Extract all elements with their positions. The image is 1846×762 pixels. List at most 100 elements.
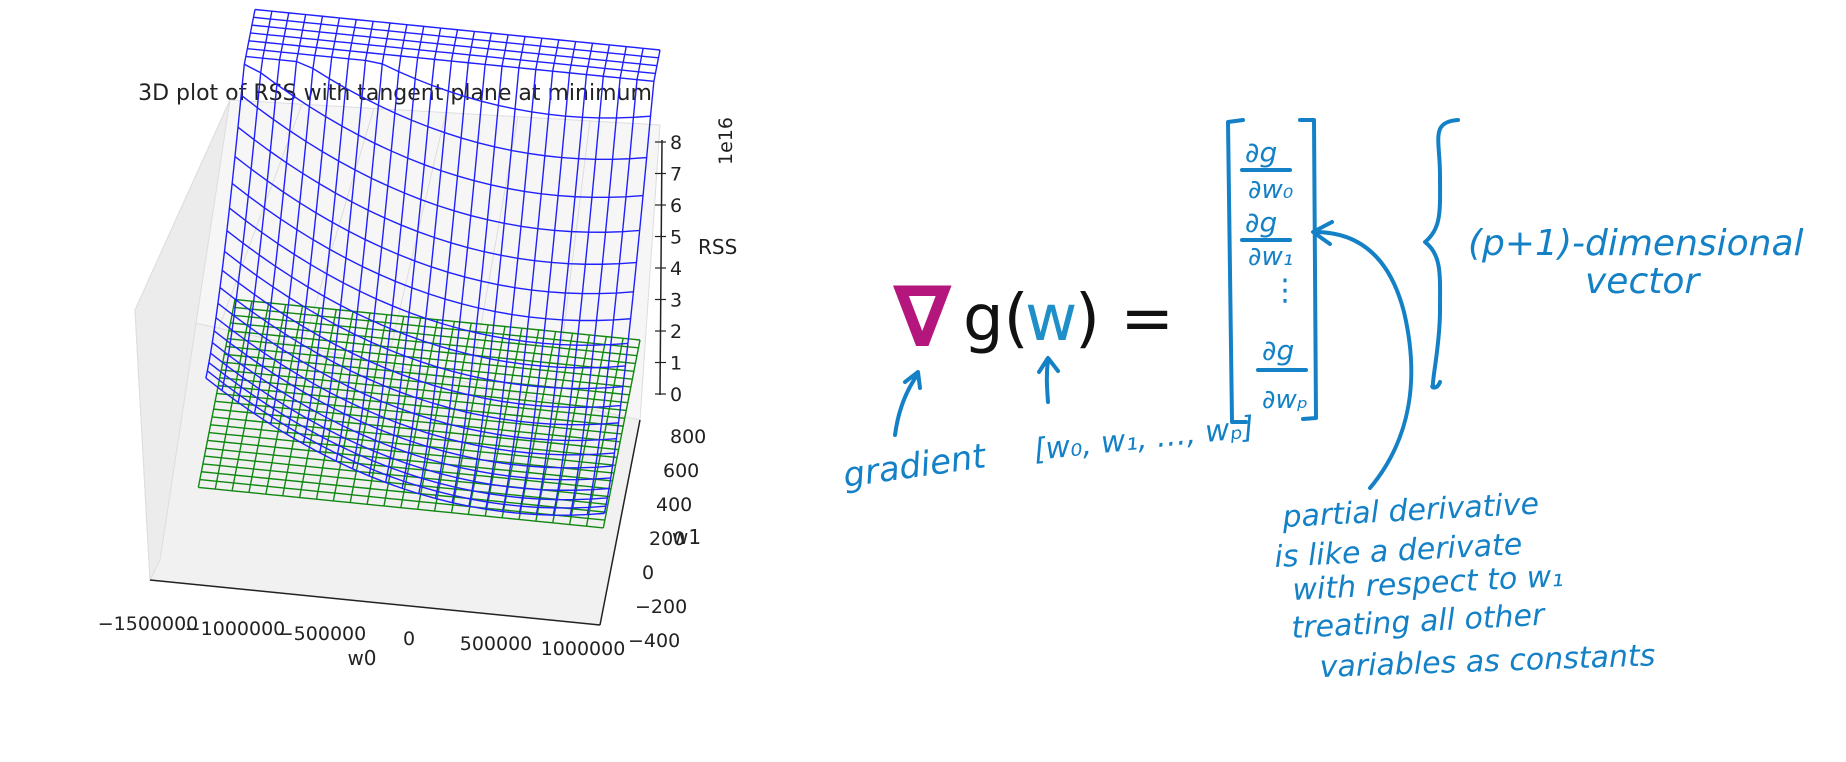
axes-panes: [134, 99, 661, 626]
plane-gridline: [207, 439, 613, 482]
x-tick-label: 0: [403, 628, 415, 650]
right-bracket: [1298, 118, 1318, 421]
chart-title: 3D plot of RSS with tangent plane at min…: [138, 81, 652, 106]
pane-gridline: [554, 119, 591, 401]
equation-g-open: g(: [963, 282, 1029, 356]
z-axis-label: RSS: [698, 235, 737, 259]
x-tick-label: 1000000: [541, 638, 626, 660]
rss-gridline: [254, 8, 661, 51]
rss-gridline: [219, 287, 619, 426]
z-tick-label: 2: [670, 321, 682, 343]
y-axis-line: [599, 419, 641, 626]
vector-dots: ⋮: [1270, 273, 1300, 308]
plane-gridline: [221, 369, 627, 412]
z-tick-label: 5: [670, 227, 682, 249]
y-tick-label: 200: [649, 528, 685, 550]
x-tick-labels: −1500000−1000000−500000 0 500000 1000000: [98, 613, 626, 660]
rss-gridline: [245, 55, 647, 161]
note-arrow: [1311, 220, 1414, 490]
plane-gridline: [215, 400, 621, 443]
plane-gridline: [202, 463, 608, 506]
x-axis-line: [149, 579, 601, 626]
rss-gridline: [211, 342, 611, 481]
rss-gridline: [206, 370, 606, 509]
x-tick-label: 500000: [460, 633, 533, 655]
z-tick-labels: 0 1 2 3 4 5 6 7 8: [655, 132, 682, 406]
y-tick-label: 800: [670, 426, 706, 448]
rss-gridline: [240, 94, 640, 233]
plane-gridline: [228, 330, 634, 373]
y-tick-labels: −400 −200 0 200 400 600 800: [628, 426, 706, 652]
rss-gridline: [253, 16, 659, 59]
plane-gridline: [212, 416, 618, 459]
rss-gridline: [208, 362, 608, 501]
vector-entry-0-num: ∂g: [1245, 136, 1277, 169]
y-tick-label: 0: [642, 562, 654, 584]
plane-gridline: [225, 345, 631, 388]
curly-brace: [1423, 118, 1460, 390]
rss-gridline: [205, 377, 605, 516]
dimension-label-1: (p+1)-dimensional: [1468, 223, 1804, 264]
rss-gridline: [224, 250, 624, 390]
rss-gridline: [213, 330, 613, 469]
plane-gridline: [216, 392, 622, 435]
rss-gridline: [217, 302, 617, 442]
z-tick-label: 4: [670, 258, 682, 280]
plane-gridline: [227, 337, 633, 380]
w-vector-label: [w₀, w₁, …, wₚ]: [1032, 410, 1256, 468]
rss-gridline: [221, 269, 621, 409]
vector-entry-p-num: ∂g: [1262, 334, 1294, 367]
plane-gridline: [199, 478, 605, 521]
y-axis-label: w1: [672, 525, 701, 549]
z-tick-label: 6: [670, 195, 682, 217]
vector-entry-1-num: ∂g: [1245, 206, 1277, 239]
rss-gridline: [248, 40, 654, 83]
tangent-plane-mesh: [197, 298, 641, 529]
nabla-symbol: ∇: [893, 268, 952, 366]
vector-entry-1-den: ∂w₁: [1248, 242, 1293, 272]
plane-gridline: [210, 424, 616, 466]
x-tick-label: −1000000: [185, 618, 286, 640]
rss-gridline: [243, 63, 644, 199]
z-tick-label: 1: [670, 353, 682, 375]
rss-gridline: [226, 230, 626, 369]
w-arrow: [1037, 356, 1060, 404]
z-tick-label: 0: [670, 384, 682, 406]
rss-gridline: [234, 155, 634, 295]
plane-gridline: [205, 447, 612, 490]
plane-gridline: [208, 431, 615, 474]
rss-surface-mesh: [205, 8, 661, 516]
rss-gridline: [237, 126, 637, 265]
plane-gridline: [219, 377, 625, 419]
vector-entry-p-den: ∂wₚ: [1262, 385, 1308, 415]
x-tick-label: −1500000: [98, 613, 199, 635]
equation-w: w: [1025, 282, 1077, 356]
z-tick-label: 7: [670, 164, 682, 186]
rss-gridline: [231, 182, 631, 322]
rss-gridline: [250, 32, 656, 75]
y-tick-label: −200: [635, 596, 687, 618]
pane-gridline: [302, 107, 375, 347]
y-tick-label: 600: [663, 460, 699, 482]
vector-entry-0-den: ∂w₀: [1248, 175, 1294, 205]
plane-gridline: [198, 486, 604, 529]
rss-gridline: [247, 47, 651, 119]
plane-gridline: [230, 322, 636, 365]
dimension-label-2: vector: [1585, 261, 1701, 302]
y-tick-label: −400: [628, 630, 680, 652]
z-tick-label: 3: [670, 290, 682, 312]
gradient-arrow: [893, 370, 922, 437]
equation-close: ) =: [1075, 282, 1174, 356]
rss-gridline: [251, 24, 658, 67]
y-tick-label: 400: [656, 494, 692, 516]
plane-gridline: [231, 314, 638, 357]
x-tick-label: −500000: [278, 623, 366, 645]
left-bracket: [1226, 118, 1248, 424]
note-line-5: variables as constants: [1319, 638, 1656, 685]
rss-gridline: [229, 207, 628, 346]
plane-gridline: [218, 384, 624, 427]
plane-gridline: [233, 306, 639, 349]
gradient-label: gradient: [841, 436, 990, 496]
rss-gridline: [215, 317, 615, 456]
